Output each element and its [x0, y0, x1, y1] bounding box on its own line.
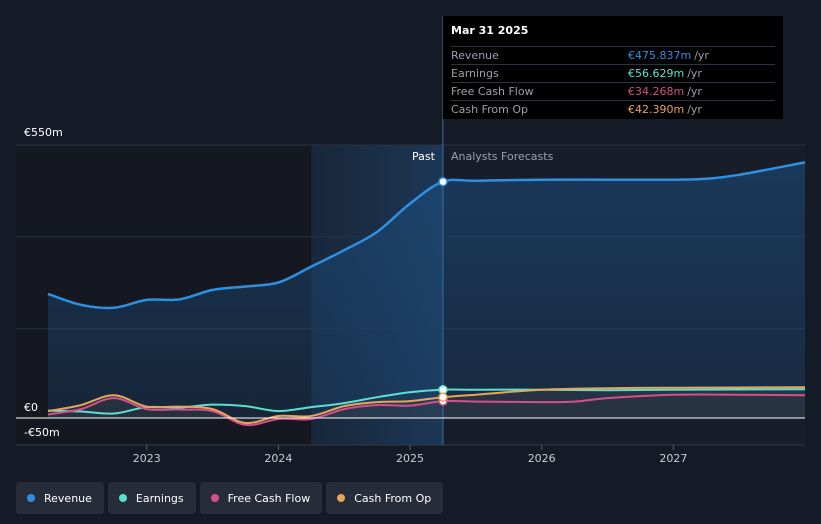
tooltip-value: €42.390m — [628, 103, 685, 116]
highlight-point — [438, 176, 448, 187]
legend-dot-icon — [210, 494, 219, 502]
legend: Revenue Earnings Free Cash Flow Cash Fro… — [16, 482, 447, 514]
x-tick-label: 2023 — [133, 452, 161, 465]
legend-label: Earnings — [135, 491, 184, 505]
tooltip-unit: /yr — [687, 103, 702, 116]
tooltip-label: Revenue — [451, 49, 499, 62]
legend-dot-icon — [337, 494, 346, 502]
y-label-bottom: -€50m — [24, 426, 60, 439]
y-label-zero: €0 — [24, 401, 38, 414]
highlight-point — [438, 392, 448, 402]
legend-item-revenue[interactable]: Revenue — [16, 482, 104, 514]
legend-dot-icon — [118, 494, 127, 502]
tooltip-row-free-cash-flow: Free Cash Flow €34.268m /yr — [451, 82, 775, 100]
revenue-area — [48, 162, 805, 418]
tooltip-unit: /yr — [687, 85, 702, 98]
x-tick-label: 2027 — [659, 452, 687, 465]
x-tick-label: 2026 — [528, 452, 556, 465]
legend-label: Revenue — [44, 491, 92, 505]
tooltip-date: Mar 31 2025 — [451, 24, 529, 37]
cash-from-op-line — [47, 386, 806, 425]
y-label-top: €550m — [24, 126, 63, 139]
past-label: Past — [412, 150, 436, 163]
tooltip-row-revenue: Revenue €475.837m /yr — [451, 46, 775, 64]
x-tick-label: 2025 — [396, 452, 424, 465]
legend-dot-icon — [27, 494, 35, 502]
legend-item-cash-from-op[interactable]: Cash From Op — [326, 482, 444, 514]
tooltip-value: €56.629m — [628, 67, 685, 80]
revenue-line — [47, 161, 806, 310]
tooltip-unit: /yr — [687, 67, 702, 80]
tooltip-label: Free Cash Flow — [451, 85, 534, 98]
legend-label: Free Cash Flow — [227, 491, 311, 505]
cash-from-op-area — [48, 387, 805, 424]
tooltip-label: Earnings — [451, 67, 499, 80]
legend-item-free-cash-flow[interactable]: Free Cash Flow — [199, 482, 323, 514]
tooltip-row-earnings: Earnings €56.629m /yr — [451, 64, 775, 82]
x-tick-label: 2024 — [264, 452, 292, 465]
tooltip-unit: /yr — [694, 49, 709, 62]
tooltip-label: Cash From Op — [451, 103, 529, 116]
tooltip-value: €34.268m — [628, 85, 685, 98]
legend-item-earnings[interactable]: Earnings — [107, 482, 196, 514]
financial-chart: Past Analysts Forecasts €550m €0 -€50m 2… — [16, 16, 806, 465]
legend-label: Cash From Op — [354, 491, 432, 505]
tooltip-row-cash-from-op: Cash From Op €42.390m /yr — [451, 100, 775, 118]
tooltip-value: €475.837m — [628, 49, 692, 62]
tooltip: Mar 31 2025 Revenue €475.837m /yr Earnin… — [443, 16, 783, 119]
forecast-label: Analysts Forecasts — [451, 150, 554, 163]
free-cash-flow-line — [47, 393, 806, 427]
